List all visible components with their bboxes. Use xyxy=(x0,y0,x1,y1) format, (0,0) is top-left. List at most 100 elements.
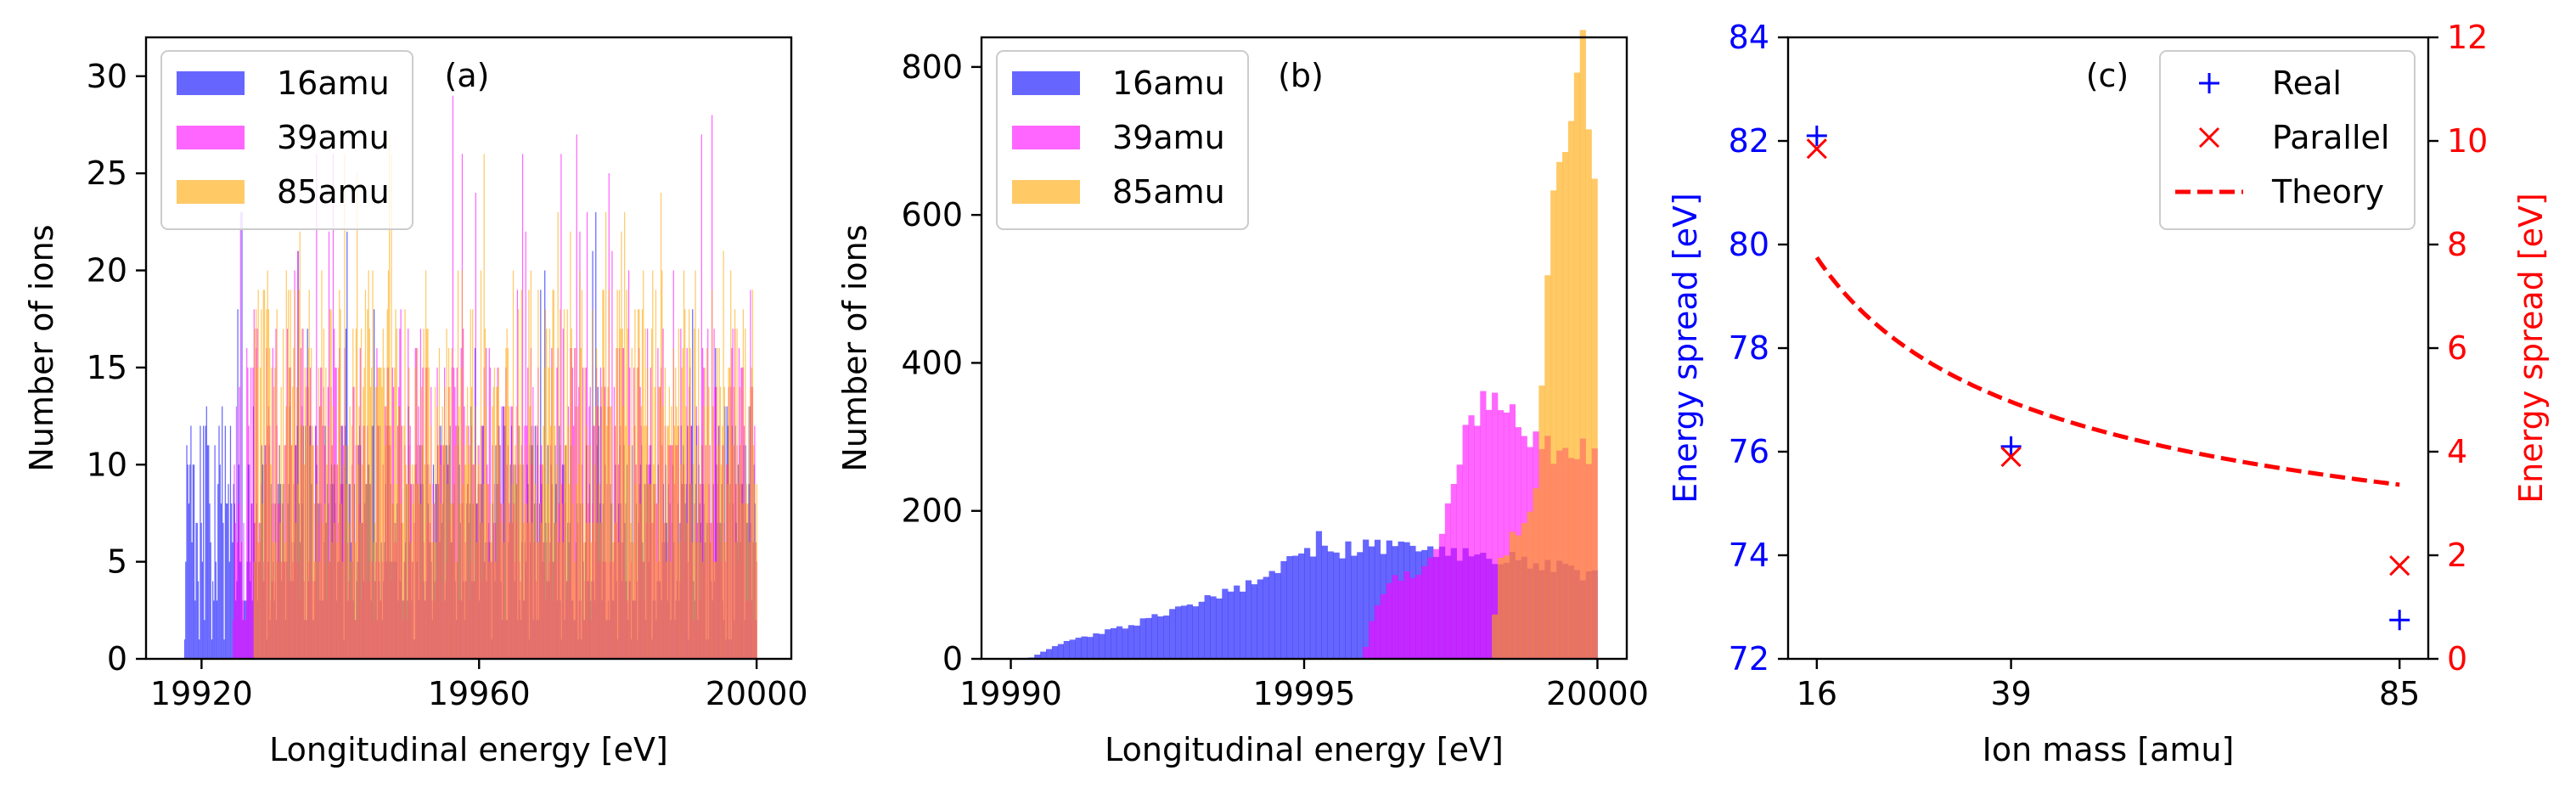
bar-39amu xyxy=(237,542,239,659)
panel-c-x-tick-label: 85 xyxy=(2379,675,2420,712)
bar-85amu xyxy=(552,290,554,660)
bar-85amu xyxy=(307,348,309,659)
bar-39amu xyxy=(488,348,490,659)
bar-85amu xyxy=(652,270,654,659)
bar-16amu xyxy=(1040,651,1047,659)
bar-85amu xyxy=(624,211,626,660)
bar-85amu xyxy=(417,348,419,659)
bar-85amu xyxy=(304,367,306,660)
bar-85amu xyxy=(459,503,461,659)
bar-85amu xyxy=(555,522,557,660)
bar-85amu xyxy=(344,154,346,659)
bar-39amu xyxy=(332,154,335,659)
bar-85amu xyxy=(260,367,262,660)
bar-85amu xyxy=(334,522,335,660)
bar-85amu xyxy=(400,503,402,659)
panel-a-y-tick-label: 0 xyxy=(107,640,127,678)
bar-16amu xyxy=(217,484,219,660)
bar-85amu xyxy=(280,386,282,659)
bar-85amu xyxy=(622,406,625,660)
bar-85amu xyxy=(290,290,291,660)
bar-85amu xyxy=(302,425,304,659)
bar-85amu xyxy=(492,386,494,659)
bar-85amu xyxy=(606,425,608,659)
bar-85amu xyxy=(478,464,480,659)
bar-85amu xyxy=(714,561,716,660)
bar-85amu xyxy=(294,290,295,660)
bar-16amu xyxy=(191,542,193,659)
panel-c-ylabel-right: Energy spread [eV] xyxy=(2512,193,2550,503)
bar-85amu xyxy=(648,484,650,660)
bar-85amu xyxy=(650,484,651,660)
panel-b-x-tick-label: 19990 xyxy=(959,675,1062,712)
bar-16amu xyxy=(1186,604,1194,659)
bar-85amu xyxy=(740,445,742,660)
bar-85amu xyxy=(339,290,340,660)
bar-39amu xyxy=(233,464,235,659)
bar-85amu xyxy=(399,406,401,660)
bar-39amu xyxy=(316,154,318,659)
bar-85amu xyxy=(686,522,688,660)
bar-16amu xyxy=(196,522,198,660)
bar-85amu xyxy=(582,503,584,659)
bar-85amu xyxy=(486,406,487,660)
bar-16amu xyxy=(203,425,205,659)
bar-85amu xyxy=(276,309,278,659)
bar-85amu xyxy=(466,386,469,659)
legend-label-16amu: 16amu xyxy=(1112,65,1225,102)
bar-39amu xyxy=(334,329,335,660)
bar-39amu xyxy=(250,367,252,660)
bar-85amu xyxy=(372,270,374,659)
bar-85amu xyxy=(684,309,686,659)
bar-85amu xyxy=(358,406,360,660)
bar-85amu xyxy=(658,386,660,659)
bar-16amu xyxy=(1257,579,1263,659)
bar-85amu xyxy=(728,367,729,660)
bar-85amu xyxy=(289,367,290,660)
bar-16amu xyxy=(1099,633,1105,659)
bar-85amu xyxy=(546,329,548,660)
bar-85amu xyxy=(449,386,451,659)
bar-16amu xyxy=(1151,614,1158,659)
bar-85amu xyxy=(447,484,448,660)
bar-85amu xyxy=(563,309,565,659)
bar-85amu xyxy=(736,329,738,660)
panel-c-x-ticks: 16 39 85 xyxy=(1797,659,2420,712)
bar-85amu xyxy=(709,522,711,660)
bar-85amu xyxy=(562,542,564,659)
bar-39amu xyxy=(585,367,587,660)
bar-16amu xyxy=(692,309,694,659)
bar-85amu xyxy=(629,445,631,660)
bar-85amu xyxy=(505,348,507,659)
panel-a-x-tick-label: 19960 xyxy=(428,675,531,712)
bar-85amu xyxy=(270,464,272,659)
bar-16amu xyxy=(1339,558,1346,659)
bar-85amu xyxy=(453,484,455,660)
bar-85amu xyxy=(265,464,267,659)
bar-85amu xyxy=(583,542,585,659)
bar-85amu xyxy=(299,231,301,659)
bar-85amu xyxy=(427,329,429,660)
bar-16amu xyxy=(199,639,200,660)
bar-85amu xyxy=(404,309,406,659)
bar-85amu xyxy=(411,464,413,659)
bar-85amu xyxy=(1579,30,1586,660)
bar-85amu xyxy=(719,386,722,659)
bar-85amu xyxy=(613,425,616,659)
bar-85amu xyxy=(663,522,665,660)
bar-85amu xyxy=(640,406,642,660)
bar-85amu xyxy=(585,522,587,660)
panel-c-left-y-tick-label: 74 xyxy=(1729,537,1769,574)
bar-85amu xyxy=(403,425,405,659)
bar-85amu xyxy=(529,406,531,660)
bar-85amu xyxy=(514,464,515,659)
bar-85amu xyxy=(317,445,318,660)
bar-16amu xyxy=(232,542,233,659)
bar-85amu xyxy=(731,425,733,659)
bar-85amu xyxy=(558,542,560,659)
bar-85amu xyxy=(567,425,570,659)
bar-39amu xyxy=(560,154,562,659)
bar-85amu xyxy=(579,270,581,659)
panel-c-left-y-ticks: 72 74 76 78 80 82 84 xyxy=(1729,19,1788,678)
bar-16amu xyxy=(1105,629,1111,659)
